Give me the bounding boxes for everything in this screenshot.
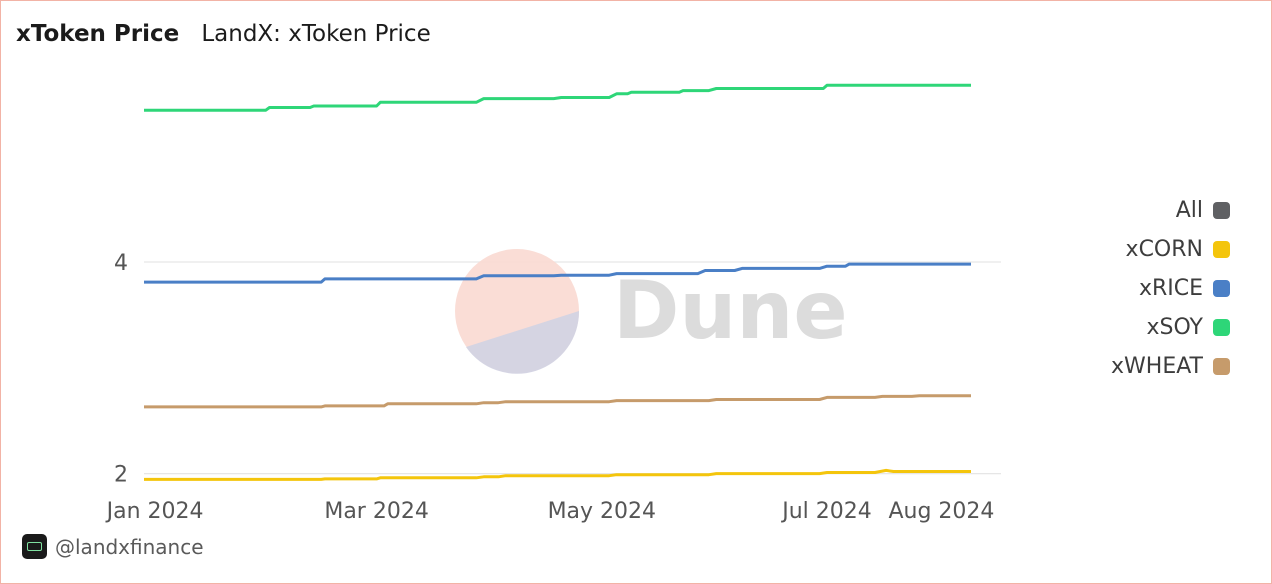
footer: @landxfinance [22,534,204,559]
x-tick-label: Aug 2024 [888,499,994,524]
series-line-xcorn[interactable] [144,468,971,481]
chart-legend: All xCORN xRICE xSOY xWHEAT [1111,191,1230,386]
tick-layer: 2 4 Jan 2024 Mar 2024 May 2024 Jul 2024 Aug 20… [105,251,995,524]
author-handle: @landxfinance [55,534,204,559]
y-tick-label: 2 [114,463,128,488]
legend-swatch [1213,358,1230,375]
x-tick-label: May 2024 [548,499,656,524]
legend-item-all[interactable]: All [1111,191,1230,230]
legend-label: xWHEAT [1111,354,1203,379]
legend-item-xrice[interactable]: xRICE [1111,269,1230,308]
series-line-xwheat[interactable] [144,394,971,409]
series-line-xrice[interactable] [144,262,971,284]
chart-header: xToken Price LandX: xToken Price [16,21,431,47]
y-tick-label: 4 [114,251,128,276]
chart-title: xToken Price [16,21,180,47]
x-tick-label: Mar 2024 [324,499,429,524]
legend-item-xcorn[interactable]: xCORN [1111,230,1230,269]
x-tick-label: Jul 2024 [780,499,872,524]
line-chart: Dune 2 4 Jan 2024 Mar 2024 May 2024 Jul 2024 A… [105,83,1001,524]
landx-logo-icon [22,534,47,559]
legend-item-xsoy[interactable]: xSOY [1111,308,1230,347]
legend-label: xSOY [1146,315,1203,340]
legend-swatch [1213,319,1230,336]
legend-swatch [1213,280,1230,297]
watermark-text: Dune [613,264,848,357]
legend-label: All [1175,198,1203,223]
legend-label: xRICE [1138,276,1203,301]
legend-item-xwheat[interactable]: xWHEAT [1111,347,1230,386]
series-layer [144,83,971,481]
dune-watermark: Dune [455,249,848,374]
legend-swatch [1213,241,1230,258]
series-line-xsoy[interactable] [144,83,971,112]
legend-label: xCORN [1125,237,1203,262]
chart-subtitle: LandX: xToken Price [201,21,431,47]
legend-swatch [1213,202,1230,219]
x-tick-label: Jan 2024 [105,499,204,524]
